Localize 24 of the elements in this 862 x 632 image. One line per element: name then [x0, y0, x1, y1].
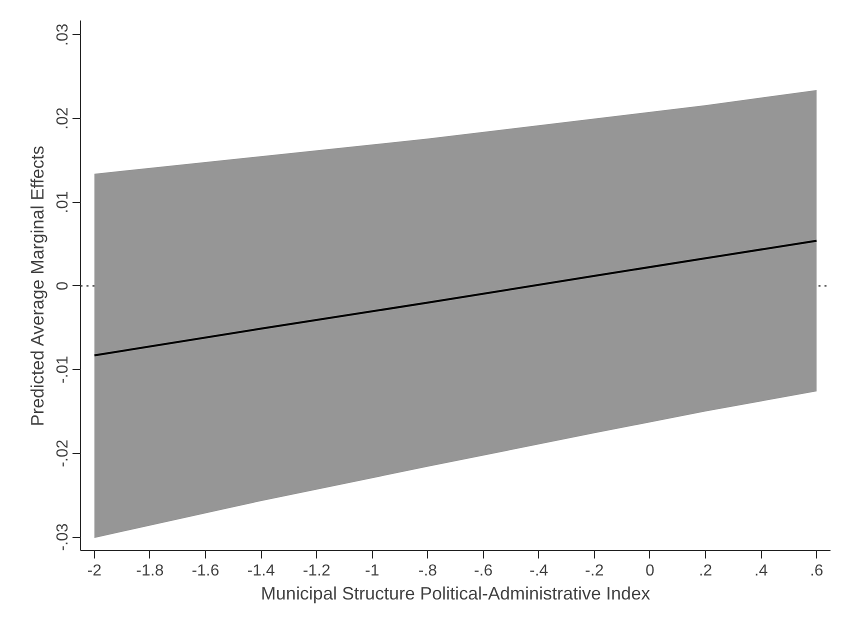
x-axis-title: Municipal Structure Political-Administrative Index: [260, 584, 650, 604]
y-tick-label: -.03: [54, 523, 72, 551]
x-tick-label: -.2: [585, 562, 604, 580]
x-tick-label: -.4: [529, 562, 548, 580]
x-tick-label: .6: [810, 562, 824, 580]
y-tick-label: .01: [54, 190, 72, 214]
y-axis-title: Predicted Average Marginal Effects: [28, 146, 48, 426]
x-tick-label: -.8: [418, 562, 438, 580]
x-tick-label: -1.6: [192, 562, 220, 580]
x-tick-label: -1.2: [302, 562, 330, 580]
x-tick-label: .4: [754, 562, 768, 580]
y-tick-label: 0: [54, 281, 72, 290]
x-tick-label: .2: [698, 562, 712, 580]
x-tick-label: -1.4: [247, 562, 275, 580]
y-tick-label: .02: [54, 107, 72, 130]
line-series: [93, 240, 818, 356]
y-tick-label: -.01: [54, 356, 72, 384]
y-tick-label: -.02: [54, 439, 72, 468]
x-tick-label: -.6: [474, 562, 493, 580]
x-tick-label: -1: [365, 562, 380, 580]
x-tick-label: 0: [645, 562, 654, 580]
x-tick-label: -1.8: [136, 562, 164, 580]
y-tick-label: .03: [54, 24, 72, 46]
x-tick-label: -2: [87, 562, 102, 580]
